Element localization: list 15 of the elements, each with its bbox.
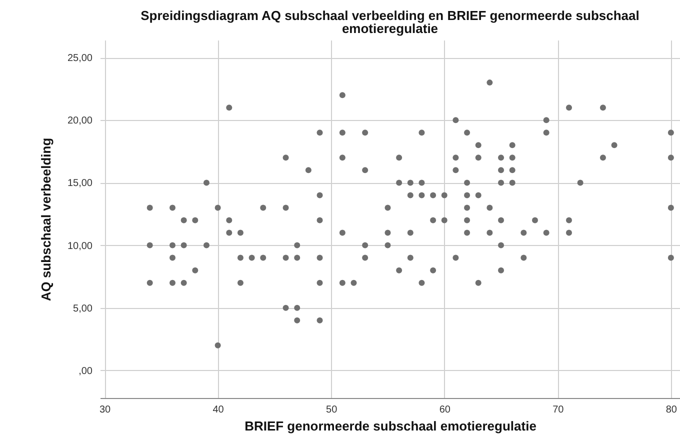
y-tick-label: 25,00 [67, 53, 93, 64]
y-tick-label: 15,00 [67, 178, 93, 190]
y-tick-label: 10,00 [67, 240, 93, 252]
x-tick-label: 70 [552, 404, 564, 416]
y-tick-label: 5,00 [73, 303, 93, 314]
x-tick-label: 40 [212, 404, 224, 416]
y-tick-label: 20,00 [67, 116, 93, 127]
x-tick-label: 50 [326, 404, 338, 416]
x-tick-label: 30 [99, 404, 112, 416]
y-tick-label: ,00 [78, 366, 93, 377]
chart-title: Spreidingsdiagram AQ subschaal verbeelding en BRIEF genormeerde subschaal emotieregulatie [140, 8, 640, 36]
y-axis-title: AQ subschaal verbeelding [38, 138, 54, 302]
x-tick-label: 60 [439, 404, 451, 416]
x-axis-title: BRIEF genormeerde subschaal emotieregulatie [244, 418, 536, 434]
x-tick-label: 80 [666, 404, 678, 416]
